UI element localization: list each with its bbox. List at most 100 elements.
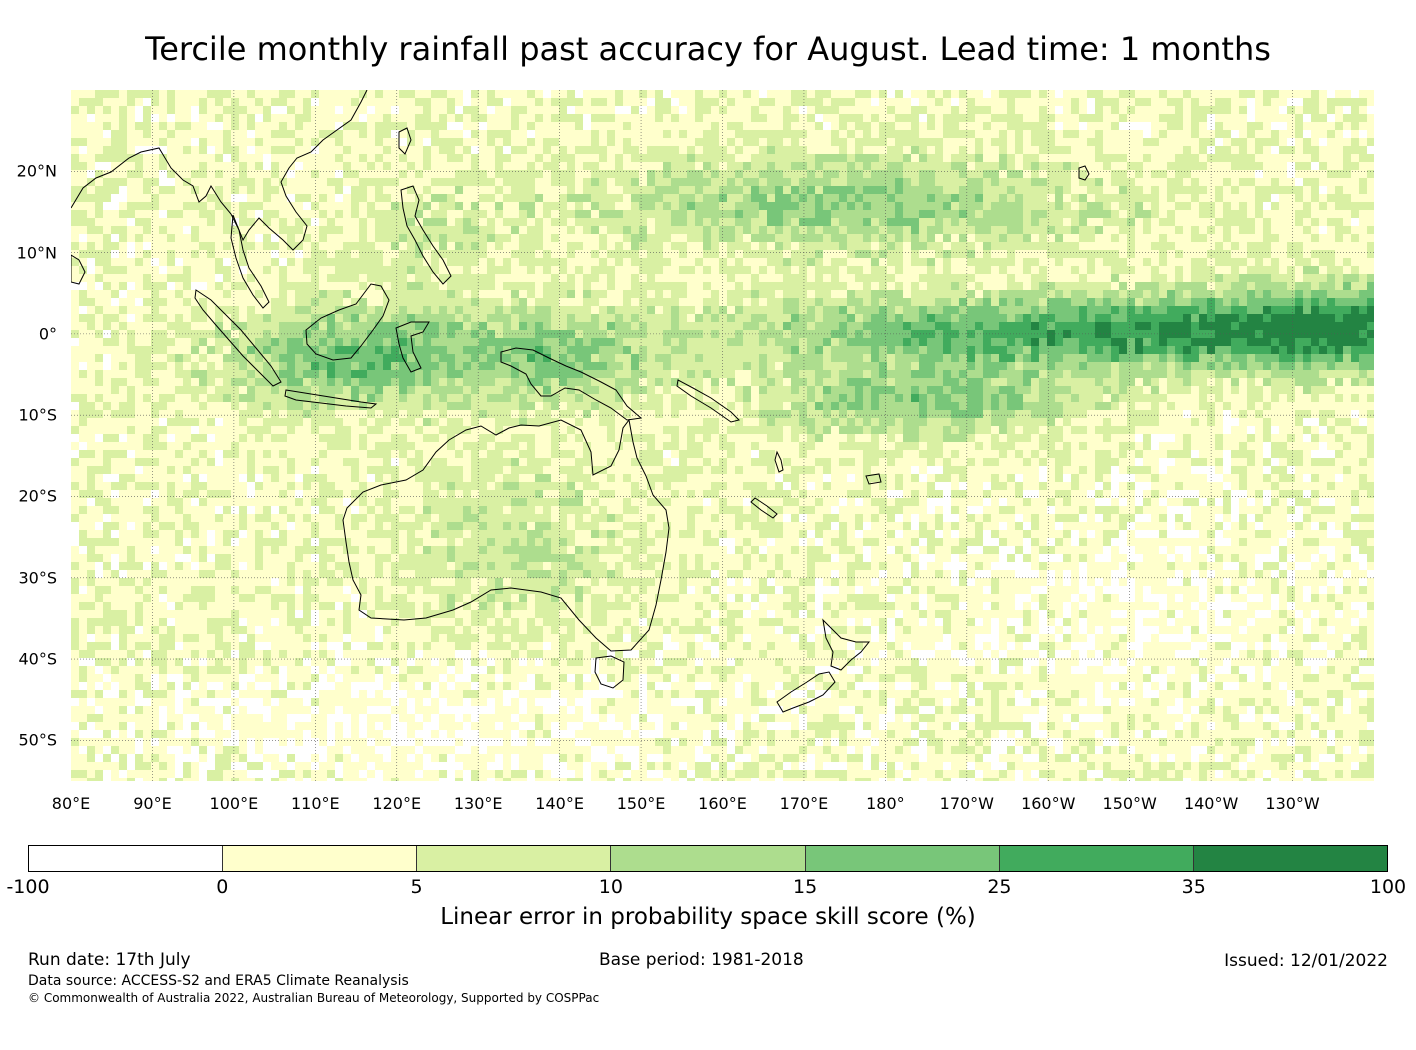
skill-cell — [543, 146, 551, 154]
skill-cell — [1007, 290, 1015, 298]
skill-cell — [351, 314, 359, 322]
skill-cell — [959, 298, 967, 306]
skill-cell — [743, 146, 751, 154]
skill-cell — [943, 194, 951, 202]
skill-cell — [687, 218, 695, 226]
skill-cell — [1279, 114, 1287, 122]
skill-cell — [503, 122, 511, 130]
skill-cell — [871, 250, 879, 258]
skill-cell — [719, 314, 727, 322]
skill-cell — [927, 210, 935, 218]
skill-cell — [911, 138, 919, 146]
skill-cell — [151, 322, 159, 330]
skill-cell — [159, 98, 167, 106]
skill-cell — [1247, 226, 1255, 234]
skill-cell — [687, 330, 695, 338]
skill-cell — [895, 218, 903, 226]
skill-cell — [943, 314, 951, 322]
skill-cell — [287, 114, 295, 122]
skill-cell — [455, 210, 463, 218]
skill-cell — [735, 314, 743, 322]
skill-cell — [903, 266, 911, 274]
skill-cell — [887, 242, 895, 250]
skill-cell — [1183, 138, 1191, 146]
skill-cell — [167, 306, 175, 314]
skill-cell — [943, 130, 951, 138]
skill-cell — [727, 122, 735, 130]
skill-cell — [1303, 274, 1311, 282]
skill-cell — [807, 98, 815, 106]
skill-cell — [1023, 210, 1031, 218]
skill-cell — [271, 306, 279, 314]
skill-cell — [471, 282, 479, 290]
skill-cell — [71, 242, 79, 250]
skill-cell — [879, 154, 887, 162]
skill-cell — [1295, 306, 1303, 314]
skill-cell — [335, 154, 343, 162]
skill-cell — [1127, 242, 1135, 250]
skill-cell — [919, 130, 927, 138]
skill-cell — [495, 306, 503, 314]
skill-cell — [799, 234, 807, 242]
skill-cell — [1311, 170, 1319, 178]
skill-cell — [1311, 218, 1319, 226]
skill-cell — [815, 282, 823, 290]
skill-cell — [375, 250, 383, 258]
skill-cell — [87, 146, 95, 154]
skill-cell — [199, 122, 207, 130]
skill-cell — [303, 298, 311, 306]
skill-cell — [639, 266, 647, 274]
skill-cell — [959, 162, 967, 170]
skill-cell — [479, 202, 487, 210]
skill-cell — [215, 314, 223, 322]
skill-cell — [903, 90, 911, 98]
skill-cell — [1007, 282, 1015, 290]
skill-cell — [495, 162, 503, 170]
skill-cell — [735, 210, 743, 218]
skill-cell — [183, 298, 191, 306]
skill-cell — [927, 258, 935, 266]
skill-cell — [287, 226, 295, 234]
skill-cell — [807, 210, 815, 218]
skill-cell — [335, 274, 343, 282]
skill-cell — [575, 314, 583, 322]
skill-cell — [599, 114, 607, 122]
skill-cell — [935, 234, 943, 242]
skill-cell — [647, 298, 655, 306]
skill-cell — [1335, 186, 1343, 194]
skill-cell — [1311, 274, 1319, 282]
skill-cell — [1271, 106, 1279, 114]
skill-cell — [383, 202, 391, 210]
skill-cell — [1023, 138, 1031, 146]
skill-cell — [271, 98, 279, 106]
skill-cell — [751, 202, 759, 210]
skill-cell — [1287, 266, 1295, 274]
skill-cell — [623, 194, 631, 202]
skill-cell — [823, 90, 831, 98]
skill-cell — [1055, 138, 1063, 146]
skill-cell — [71, 322, 79, 330]
skill-cell — [799, 114, 807, 122]
skill-cell — [383, 314, 391, 322]
skill-cell — [391, 146, 399, 154]
skill-cell — [1319, 154, 1327, 162]
skill-cell — [1031, 258, 1039, 266]
skill-cell — [239, 114, 247, 122]
skill-cell — [927, 314, 935, 322]
skill-cell — [1359, 186, 1367, 194]
skill-cell — [519, 234, 527, 242]
skill-cell — [783, 266, 791, 274]
skill-cell — [439, 298, 447, 306]
skill-cell — [383, 250, 391, 258]
skill-cell — [935, 98, 943, 106]
skill-cell — [1247, 90, 1255, 98]
skill-cell — [1135, 314, 1143, 322]
skill-cell — [103, 186, 111, 194]
skill-cell — [983, 114, 991, 122]
skill-cell — [567, 234, 575, 242]
skill-cell — [303, 274, 311, 282]
skill-cell — [239, 122, 247, 130]
skill-cell — [823, 186, 831, 194]
skill-cell — [391, 154, 399, 162]
skill-cell — [1239, 122, 1247, 130]
